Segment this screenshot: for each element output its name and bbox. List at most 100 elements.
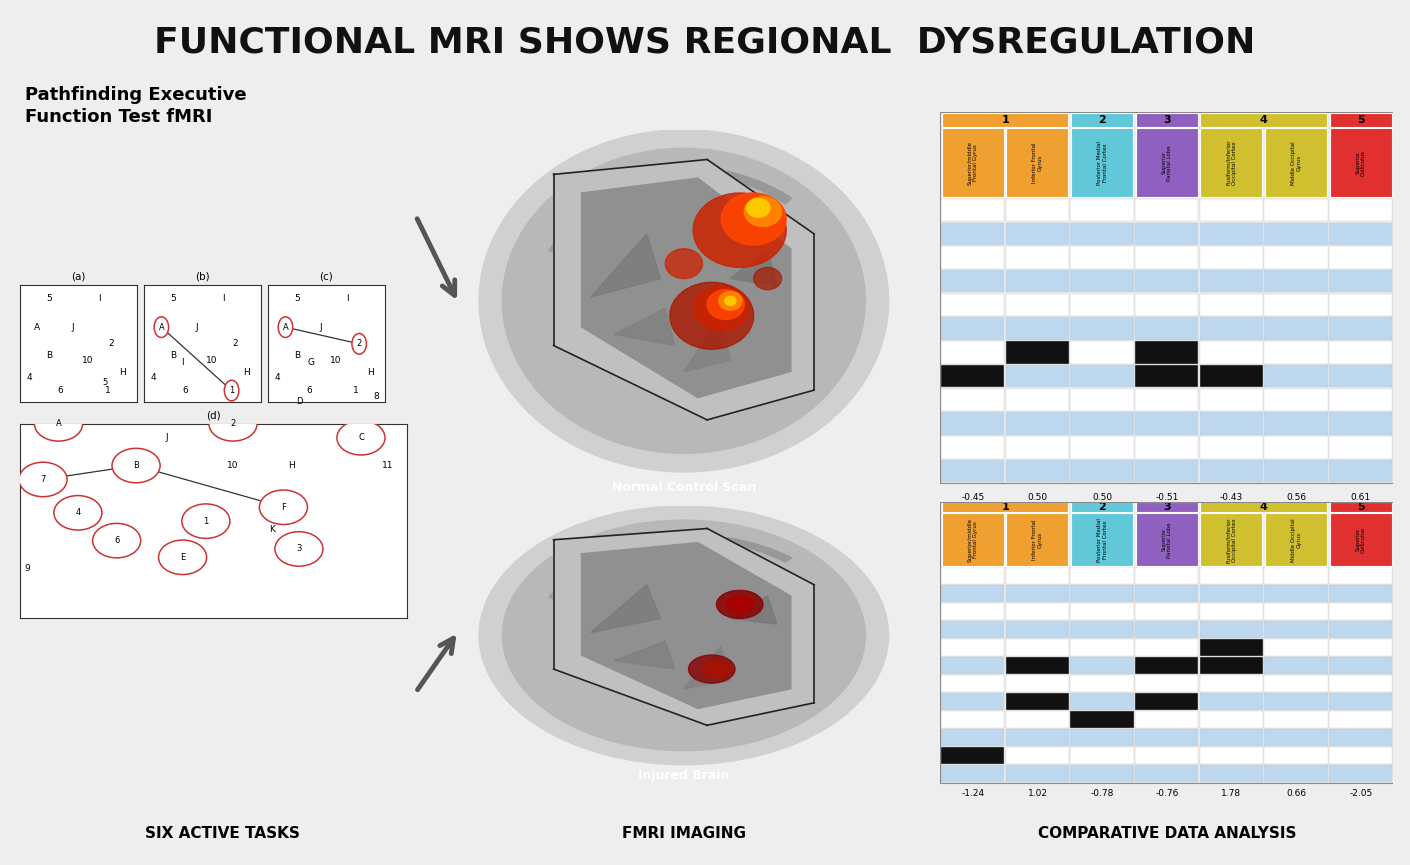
Bar — [940, 621, 1004, 638]
Text: 6: 6 — [182, 386, 188, 395]
Bar — [1135, 657, 1198, 674]
Bar — [1265, 199, 1328, 221]
Bar — [1135, 586, 1198, 602]
Text: 2: 2 — [230, 420, 235, 428]
Text: 9: 9 — [24, 564, 31, 573]
Bar — [1005, 341, 1069, 363]
Text: (c): (c) — [320, 272, 333, 282]
Text: Middle Occipital
Gyrus: Middle Occipital Gyrus — [1290, 518, 1301, 561]
Bar — [1005, 729, 1069, 746]
Polygon shape — [554, 529, 814, 725]
Text: Injured Brain: Injured Brain — [639, 768, 729, 782]
Bar — [1330, 270, 1393, 292]
Text: 3: 3 — [1163, 115, 1170, 125]
Bar — [1330, 128, 1392, 197]
Bar — [1135, 621, 1198, 638]
Bar — [1265, 603, 1328, 620]
Bar — [1265, 711, 1328, 728]
Bar — [1200, 729, 1263, 746]
Text: Superior/middle
Frontal Gyrus: Superior/middle Frontal Gyrus — [967, 518, 979, 561]
Bar — [1330, 113, 1392, 126]
Circle shape — [754, 267, 781, 290]
Bar — [1330, 341, 1393, 363]
Text: H: H — [244, 368, 250, 376]
Text: B: B — [47, 351, 52, 360]
Bar — [1265, 270, 1328, 292]
Text: Pathfinding Executive: Pathfinding Executive — [25, 86, 247, 105]
Polygon shape — [615, 641, 674, 670]
Bar — [1330, 711, 1393, 728]
Text: Middle Occipital
Gyrus: Middle Occipital Gyrus — [1290, 141, 1301, 184]
Text: 4: 4 — [275, 373, 281, 381]
Bar — [940, 657, 1004, 674]
Wedge shape — [725, 537, 791, 562]
Text: -0.45: -0.45 — [962, 493, 984, 503]
Text: COMPARATIVE DATA ANALYSIS: COMPARATIVE DATA ANALYSIS — [1038, 826, 1296, 841]
Text: A: A — [55, 420, 62, 428]
Circle shape — [158, 540, 207, 574]
Bar — [1265, 128, 1327, 197]
Wedge shape — [650, 557, 706, 565]
Bar — [1135, 128, 1198, 197]
Bar — [1265, 514, 1327, 567]
Bar — [1070, 222, 1134, 245]
Text: 1: 1 — [228, 386, 234, 395]
Bar — [1330, 365, 1393, 388]
Text: Superior/middle
Frontal Gyrus: Superior/middle Frontal Gyrus — [967, 141, 979, 185]
Circle shape — [747, 199, 770, 217]
Bar — [1265, 294, 1328, 317]
Circle shape — [721, 193, 787, 245]
Polygon shape — [581, 542, 791, 708]
Circle shape — [666, 249, 702, 279]
Text: 5: 5 — [47, 294, 52, 304]
Wedge shape — [650, 196, 706, 208]
Text: E: E — [180, 553, 185, 561]
Bar — [1200, 128, 1262, 197]
Bar — [1200, 657, 1263, 674]
Bar — [1265, 639, 1328, 657]
Polygon shape — [554, 159, 814, 420]
Bar — [1070, 413, 1134, 435]
Text: 8: 8 — [374, 392, 379, 400]
Bar — [1330, 657, 1393, 674]
Polygon shape — [591, 585, 661, 632]
Bar — [940, 567, 1004, 584]
Bar — [940, 222, 1004, 245]
Text: A: A — [282, 323, 288, 331]
Bar — [1135, 693, 1198, 710]
Bar — [1200, 413, 1263, 435]
Bar — [1265, 676, 1328, 692]
Bar — [1070, 247, 1134, 269]
Circle shape — [726, 596, 753, 612]
Bar — [940, 436, 1004, 458]
Polygon shape — [730, 596, 777, 625]
Text: 5: 5 — [295, 294, 300, 304]
Text: 1: 1 — [203, 516, 209, 526]
Ellipse shape — [479, 130, 888, 472]
Text: A: A — [158, 323, 164, 331]
Text: Superior
Parietal Lobe: Superior Parietal Lobe — [1162, 522, 1172, 558]
Ellipse shape — [502, 520, 866, 751]
Text: 1: 1 — [1001, 503, 1010, 512]
Text: Posterior Medial
Frontal Cortex: Posterior Medial Frontal Cortex — [1097, 518, 1107, 561]
Polygon shape — [615, 308, 674, 345]
Bar — [1330, 503, 1392, 512]
Bar — [940, 341, 1004, 363]
Bar — [1005, 676, 1069, 692]
Polygon shape — [730, 249, 777, 286]
Bar — [1200, 711, 1263, 728]
Text: 1.02: 1.02 — [1028, 790, 1048, 798]
Bar — [1200, 436, 1263, 458]
Circle shape — [708, 290, 744, 319]
Text: 1: 1 — [104, 386, 110, 395]
Text: J: J — [319, 323, 321, 331]
Circle shape — [337, 420, 385, 455]
Bar — [1330, 199, 1393, 221]
Circle shape — [275, 384, 323, 419]
Text: SIX ACTIVE TASKS: SIX ACTIVE TASKS — [145, 826, 299, 841]
Bar — [1135, 222, 1198, 245]
Text: A: A — [34, 323, 41, 331]
Bar — [1070, 460, 1134, 483]
Bar — [940, 413, 1004, 435]
Bar — [1072, 113, 1134, 126]
